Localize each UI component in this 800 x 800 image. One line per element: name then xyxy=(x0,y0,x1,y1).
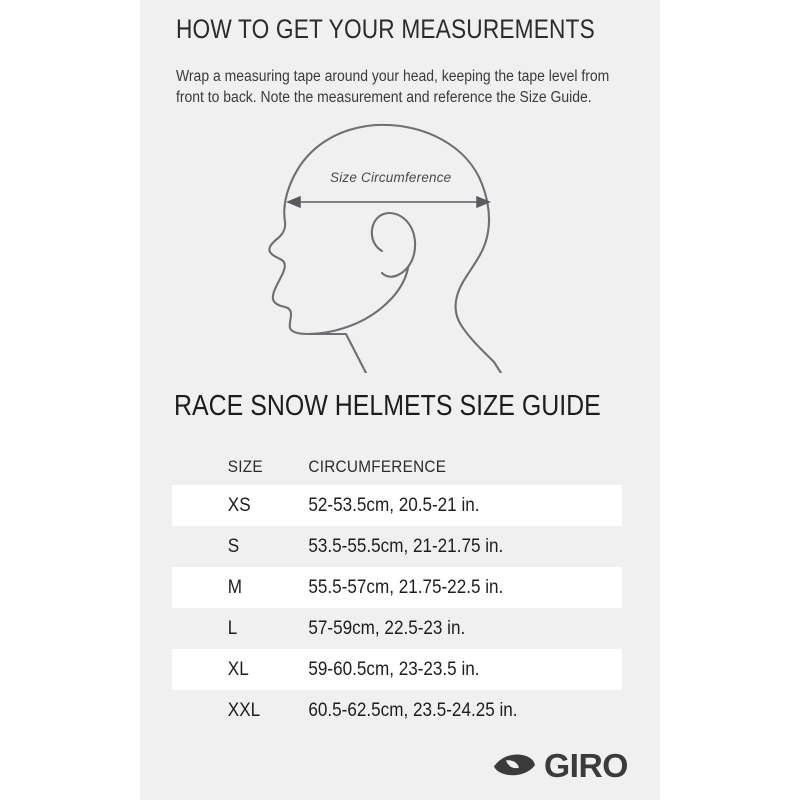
giro-eye-mark-icon xyxy=(494,754,535,776)
giro-logo: GIRO xyxy=(493,748,639,782)
cell-circumference: 60.5-62.5cm, 23.5-24.25 in. xyxy=(308,699,518,721)
cell-size: XL xyxy=(227,658,249,680)
column-header-circumference: CIRCUMFERENCE xyxy=(308,456,447,476)
column-header-size: SIZE xyxy=(227,456,263,476)
table-row: XXL 60.5-62.5cm, 23.5-24.25 in. xyxy=(172,690,622,731)
cell-size: L xyxy=(227,617,238,639)
giro-wordmark: GIRO xyxy=(544,746,629,784)
table-row: XS 52-53.5cm, 20.5-21 in. xyxy=(172,485,622,526)
cell-circumference: 59-60.5cm, 23-23.5 in. xyxy=(308,658,480,680)
instructions-line-2: front to back. Note the measurement and … xyxy=(176,89,592,106)
instructions-text: Wrap a measuring tape around your head, … xyxy=(176,66,610,108)
head-profile-diagram xyxy=(258,118,558,373)
page-title: HOW TO GET YOUR MEASUREMENTS xyxy=(176,14,595,44)
cell-circumference: 53.5-55.5cm, 21-21.75 in. xyxy=(308,535,504,557)
table-row: M 55.5-57cm, 21.75-22.5 in. xyxy=(172,567,622,608)
table-row: S 53.5-55.5cm, 21-21.75 in. xyxy=(172,526,622,567)
instructions-line-1: Wrap a measuring tape around your head, … xyxy=(176,68,610,85)
table-row: XL 59-60.5cm, 23-23.5 in. xyxy=(172,649,622,690)
cell-circumference: 52-53.5cm, 20.5-21 in. xyxy=(308,494,480,516)
cell-circumference: 55.5-57cm, 21.75-22.5 in. xyxy=(308,576,504,598)
cell-circumference: 57-59cm, 22.5-23 in. xyxy=(308,617,466,639)
table-header-row: SIZE CIRCUMFERENCE xyxy=(172,448,622,485)
cell-size: XS xyxy=(227,494,251,516)
cell-size: XXL xyxy=(227,699,261,721)
cell-size: M xyxy=(227,576,243,598)
size-guide-heading: RACE SNOW HELMETS SIZE GUIDE xyxy=(174,390,601,422)
circumference-label: Size Circumference xyxy=(330,170,452,185)
size-guide-table: SIZE CIRCUMFERENCE XS 52-53.5cm, 20.5-21… xyxy=(172,448,622,731)
cell-size: S xyxy=(227,535,240,557)
table-row: L 57-59cm, 22.5-23 in. xyxy=(172,608,622,649)
head-outline-icon xyxy=(268,123,503,373)
circumference-arrow-icon xyxy=(286,195,491,209)
